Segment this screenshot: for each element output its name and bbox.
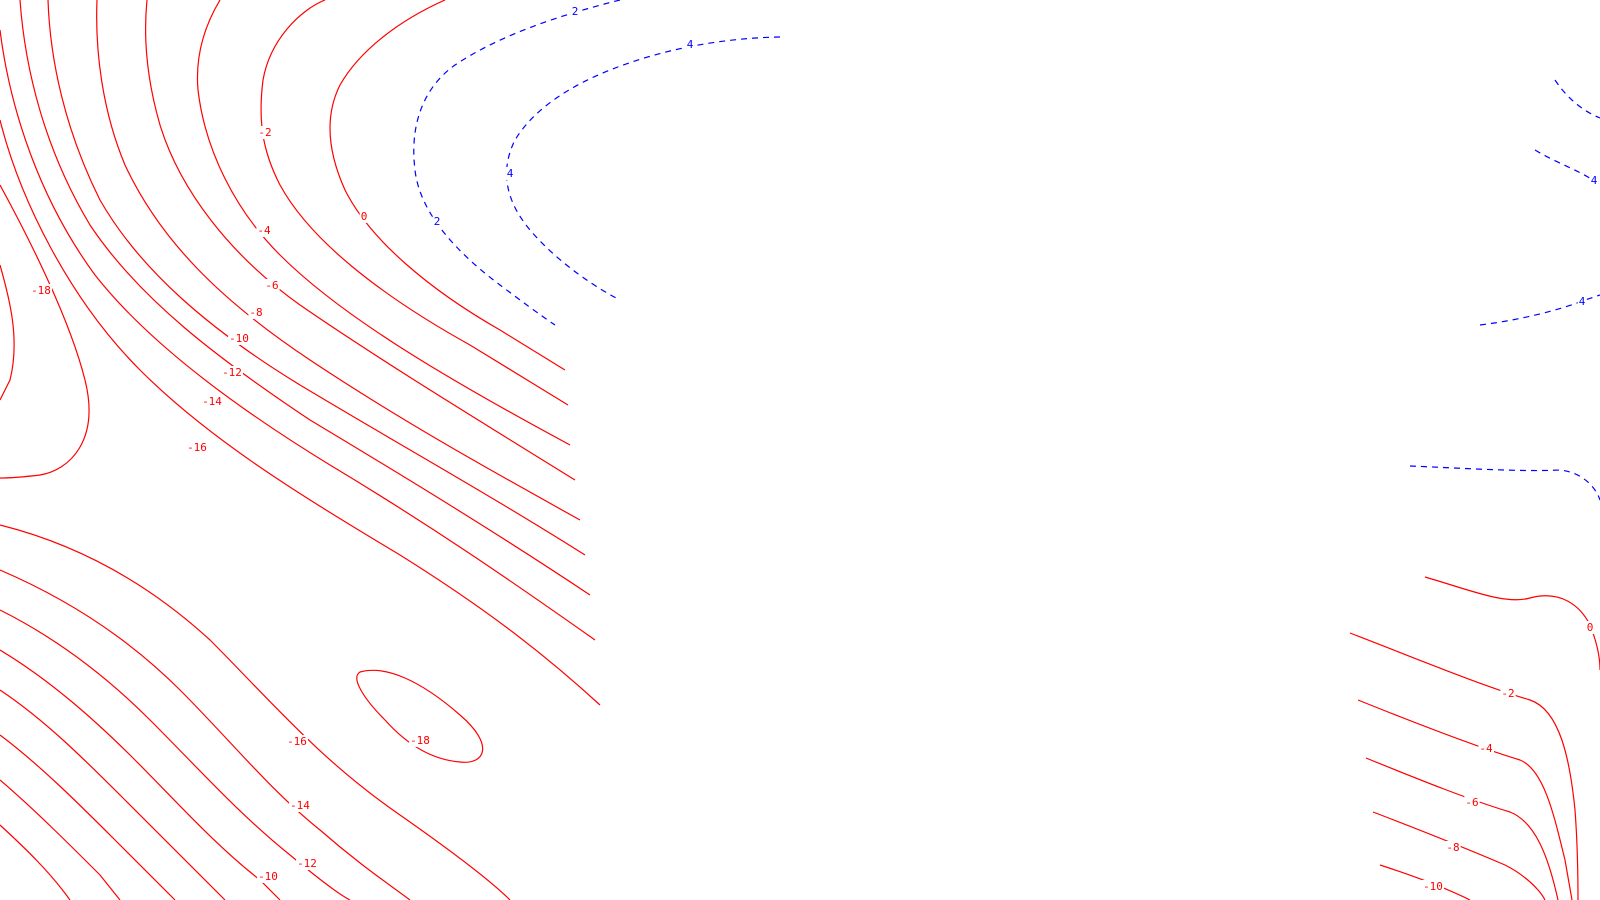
contour-line-minus-16 xyxy=(0,119,601,706)
contour-label: 4 xyxy=(687,38,694,51)
contour-label: -6 xyxy=(1465,796,1478,809)
contour-line-minus-2 xyxy=(260,0,569,406)
contour-line-minus-18-closed xyxy=(0,184,90,479)
contour-label-background xyxy=(1589,174,1599,187)
contour-label-background xyxy=(289,799,312,812)
contour-line-minus-12-lower xyxy=(0,609,351,900)
contour-label: 4 xyxy=(1591,174,1598,187)
contour-line-minus-14-lower xyxy=(0,569,411,900)
contour-labels: 2 4 -2 0 4 2 -4 -6 -8 -10 -12 -14 -16 -1… xyxy=(30,5,1599,893)
contour-label: 2 xyxy=(434,215,441,228)
contour-line-minus-4 xyxy=(196,0,571,446)
contour-label-background xyxy=(1585,621,1595,634)
contour-label: -12 xyxy=(297,857,317,870)
contour-label: -4 xyxy=(1479,742,1493,755)
contour-label: 4 xyxy=(507,167,514,180)
contour-label-background xyxy=(1464,796,1480,809)
contour-line-4 xyxy=(505,36,781,301)
positive-contours-upper xyxy=(413,0,781,326)
contour-label-background xyxy=(1445,841,1461,854)
contour-label: -8 xyxy=(249,306,262,319)
contour-line-minus-18-island xyxy=(356,669,484,763)
contour-line-minus-12 xyxy=(19,0,591,596)
contour-label-background xyxy=(685,38,695,51)
contour-label: -10 xyxy=(258,870,278,883)
contour-label-background xyxy=(228,332,250,345)
contour-line-minus-14 xyxy=(0,29,596,641)
contour-line-minus-8 xyxy=(96,0,581,521)
contour-label: 4 xyxy=(1579,295,1586,308)
contour-line-4-right-low xyxy=(1479,294,1600,326)
contour-label-background xyxy=(248,306,264,319)
contour-label-background xyxy=(286,735,308,748)
negative-contours-right xyxy=(1349,576,1600,900)
contour-label-background xyxy=(1577,295,1587,308)
contour-line-minus-6 xyxy=(144,0,576,481)
contour-label: -18 xyxy=(31,284,51,297)
contour-line-0 xyxy=(329,0,566,371)
contour-label-background xyxy=(186,441,208,454)
contour-line-minus-16-lower xyxy=(0,524,511,900)
contour-label-background xyxy=(30,284,52,297)
contour-label: 0 xyxy=(361,210,368,223)
contour-line-minus-2-lower xyxy=(0,824,71,900)
contour-label-background xyxy=(1422,880,1444,893)
contour-label: -14 xyxy=(290,799,310,812)
contour-line-minus-18-edge xyxy=(0,264,15,401)
contour-line-minus-8-right xyxy=(1372,811,1546,900)
contour-line-minus-10-lower xyxy=(0,649,281,900)
contour-label-background xyxy=(296,857,318,870)
contour-line-minus-6-right xyxy=(1365,757,1559,900)
contour-line-minus-4-lower xyxy=(0,779,121,900)
contour-line-minus-2-right xyxy=(1349,632,1579,900)
contour-label: -16 xyxy=(287,735,307,748)
contour-label-background xyxy=(221,366,243,379)
contour-line-minus-6-lower xyxy=(0,734,176,900)
contour-label: -8 xyxy=(1446,841,1459,854)
contour-label-background xyxy=(409,734,431,747)
positive-contours-right xyxy=(1409,79,1600,501)
contour-line-minus-10 xyxy=(47,0,586,556)
contour-label: -14 xyxy=(202,395,222,408)
contour-label-background xyxy=(264,279,280,292)
contour-label: -16 xyxy=(187,441,207,454)
contour-line-minus-4-right xyxy=(1357,699,1573,900)
contour-label: -18 xyxy=(410,734,430,747)
contour-label: 2 xyxy=(572,5,579,18)
contour-label-background xyxy=(257,870,279,883)
contour-line-0-right xyxy=(1424,576,1600,671)
contour-label: -4 xyxy=(257,224,271,237)
contour-label-background xyxy=(257,126,273,139)
negative-contours-lower-left xyxy=(0,524,511,900)
contour-label-background xyxy=(1500,687,1516,700)
contour-line-2 xyxy=(413,0,621,326)
contour-label-background xyxy=(201,395,224,408)
contour-label-background xyxy=(570,5,580,18)
contour-label: -10 xyxy=(229,332,249,345)
negative-contours-left xyxy=(0,0,601,706)
contour-label: 0 xyxy=(1587,621,1594,634)
contour-line-4-right-top xyxy=(1554,79,1600,119)
contour-line-minus-8-lower xyxy=(0,689,226,900)
contour-label-background xyxy=(256,224,272,237)
contour-label-background xyxy=(1478,742,1494,755)
contour-label: -2 xyxy=(258,126,271,139)
contour-label: -6 xyxy=(265,279,278,292)
contour-line-2-right xyxy=(1409,465,1600,501)
contour-label-background xyxy=(359,210,369,223)
contour-label: -10 xyxy=(1423,880,1443,893)
contour-label: -12 xyxy=(222,366,242,379)
contour-label: -2 xyxy=(1501,687,1514,700)
contour-label-background xyxy=(505,167,515,180)
contour-label-background xyxy=(432,215,442,228)
